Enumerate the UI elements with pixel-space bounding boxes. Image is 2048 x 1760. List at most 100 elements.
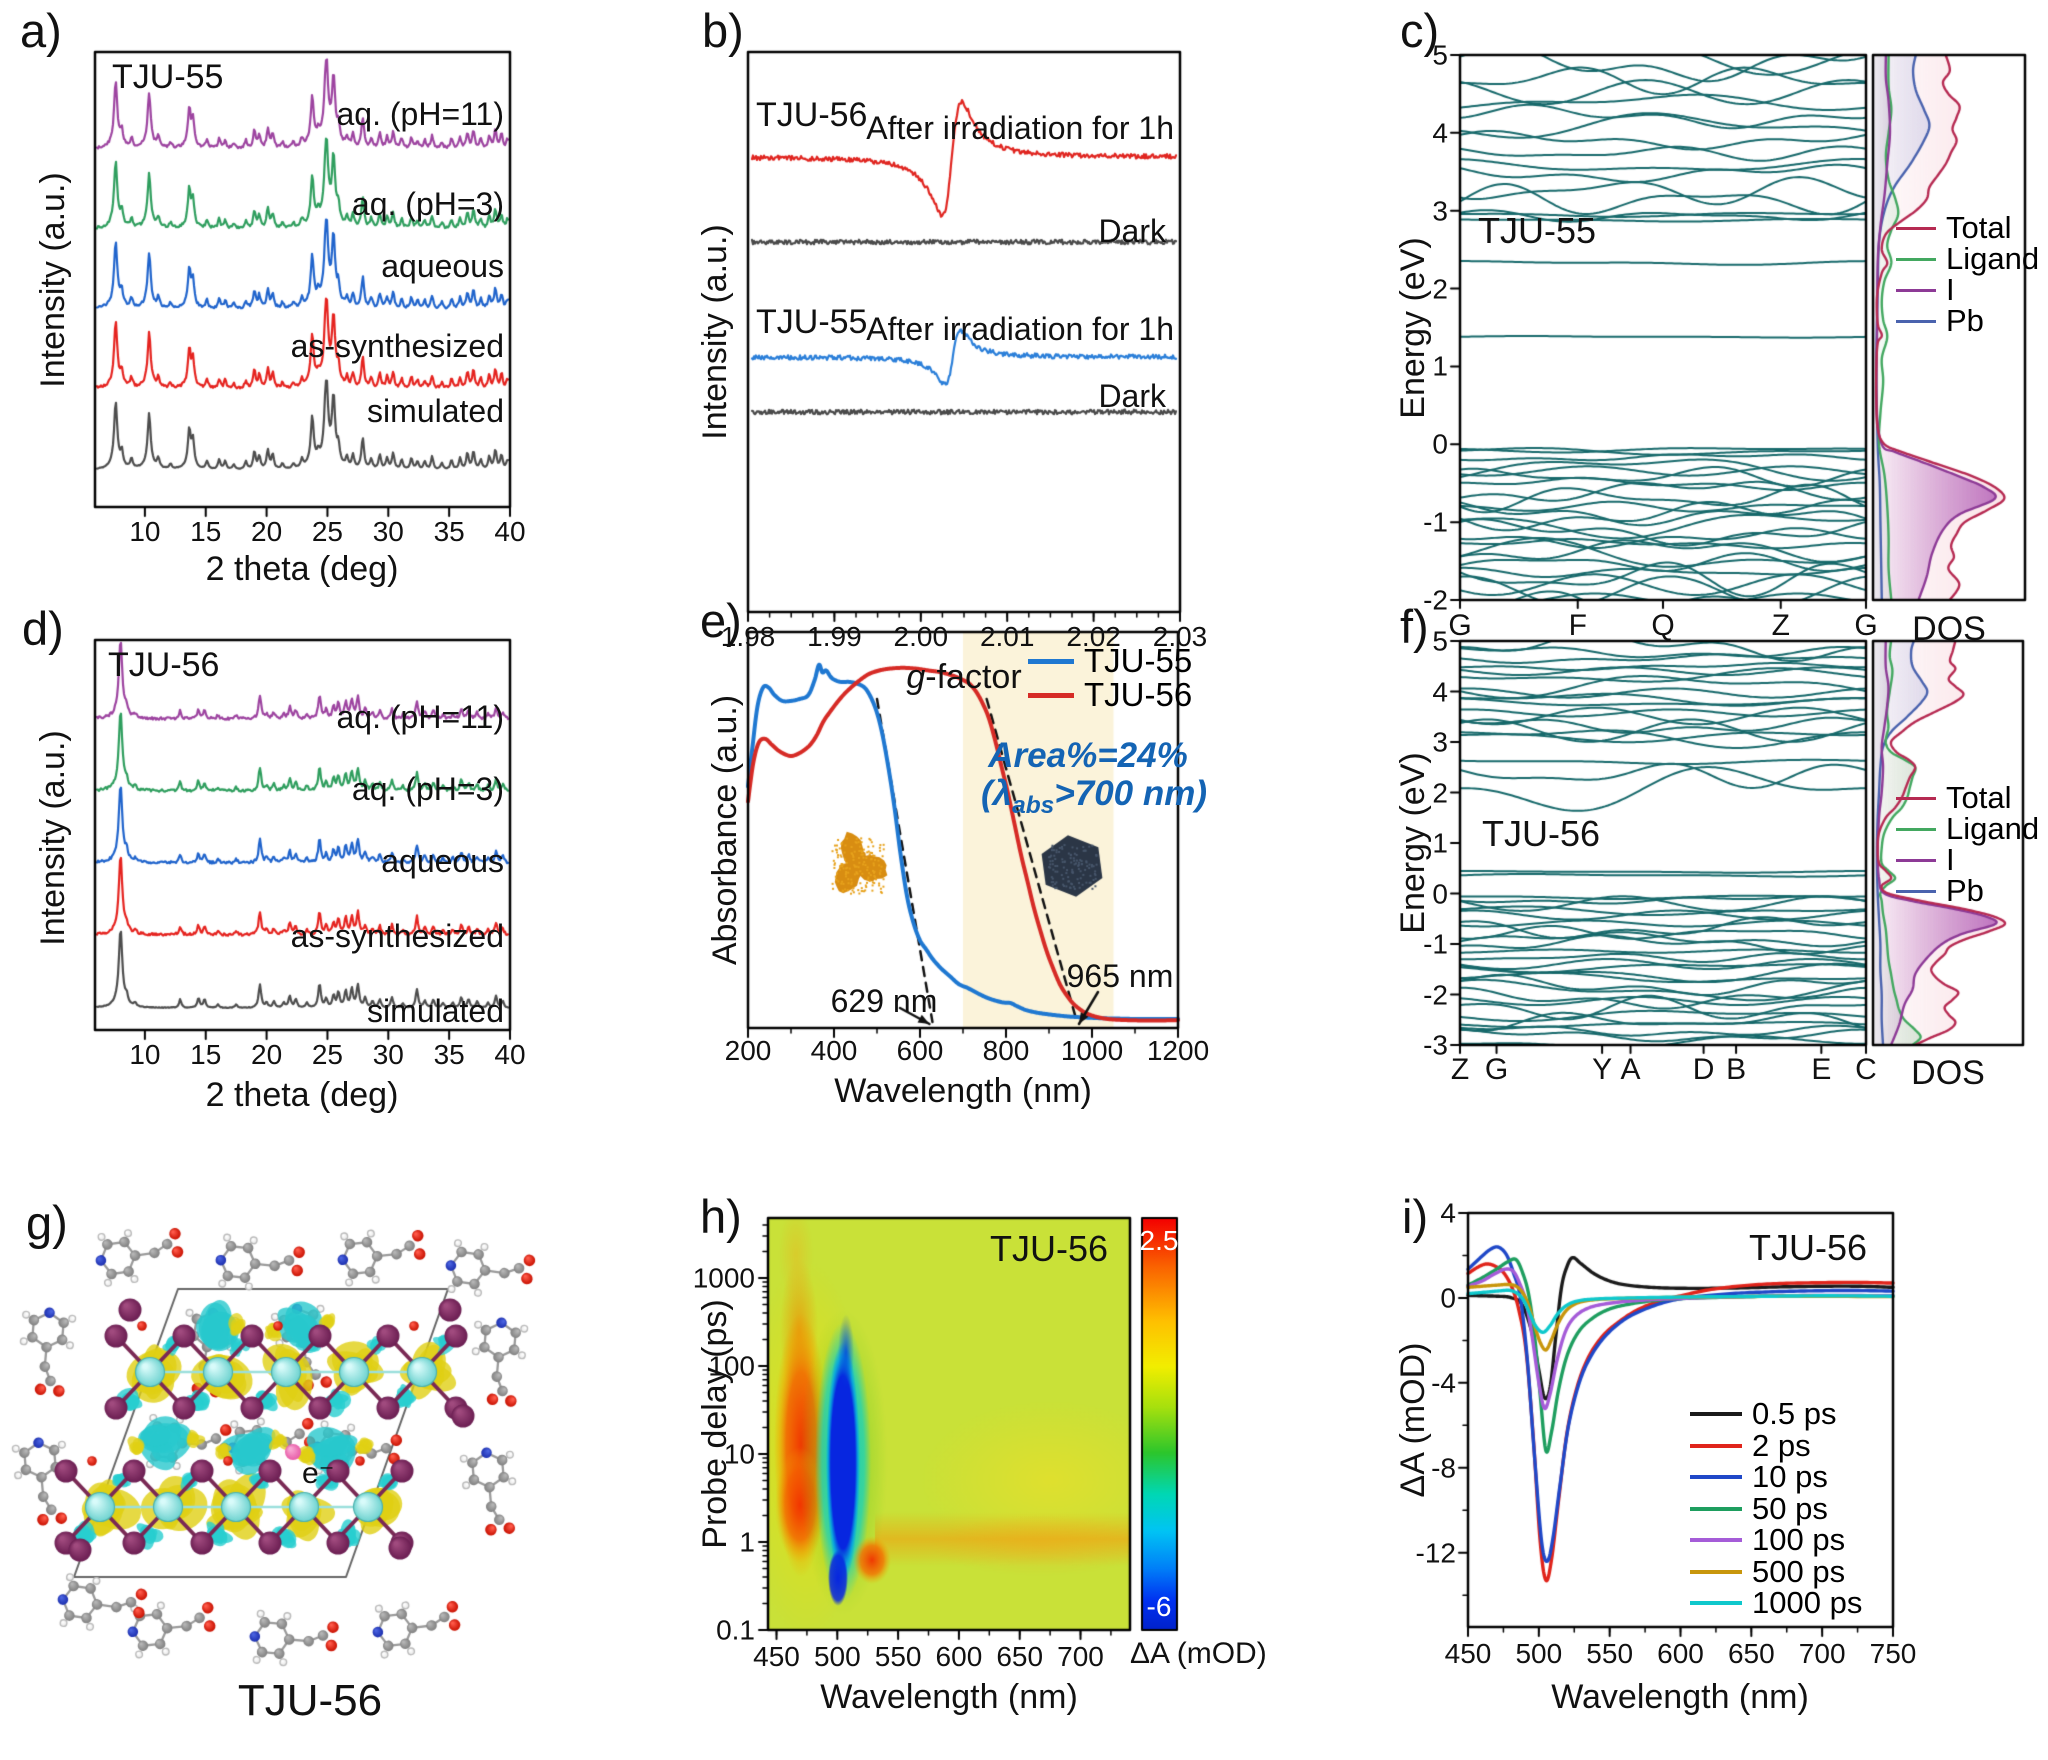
x-tick-b: 1.99 — [807, 621, 862, 652]
y-axis-title-f: Energy (eV) — [1394, 752, 1433, 934]
legend-i-2-label: 10 ps — [1752, 1459, 1828, 1494]
x-axis-title-i: Wavelength (nm) — [1551, 1678, 1809, 1716]
x-tick-d: 30 — [372, 1039, 404, 1070]
y-tick-c: 0 — [1432, 428, 1448, 460]
legend-i-6-swatch — [1690, 1601, 1742, 1605]
sample-label-h: TJU-56 — [989, 1228, 1108, 1269]
x-tick-d: 40 — [494, 1039, 526, 1070]
y-tick-h: 1 — [739, 1526, 755, 1558]
y-tick-f: 5 — [1432, 625, 1448, 657]
dos-legend-f-2: I — [1896, 842, 1955, 878]
y-tick-c: 5 — [1432, 39, 1448, 71]
dos-legend-f-1: Ligand — [1896, 811, 2039, 847]
dos-legend-f-0-swatch — [1896, 796, 1936, 800]
legend-i-5: 500 ps — [1690, 1554, 1845, 1590]
colorbar-axis-label: ΔA (mOD) — [1130, 1637, 1267, 1670]
panel-letter-e: e) — [700, 594, 742, 647]
kpoint-label-f: A — [1620, 1053, 1641, 1086]
dos-legend-c-0: Total — [1896, 210, 2011, 246]
sample-label-b-bottom: TJU-55 — [756, 303, 868, 341]
colorbar-min-label: -6 — [1146, 1591, 1172, 1622]
curve-label-d-ph3: aq. (pH=3) — [351, 771, 504, 807]
curve-label-d-ph11: aq. (pH=11) — [336, 699, 505, 735]
y-axis-title-d: Intensity (a.u.) — [34, 730, 73, 946]
x-tick-a: 10 — [129, 516, 161, 547]
dos-legend-c-2: I — [1896, 272, 1955, 308]
x-tick-h: 450 — [753, 1641, 800, 1672]
annotation-area-percent: Area%=24% — [988, 736, 1188, 775]
dos-legend-c-3-swatch — [1896, 319, 1936, 323]
x-tick-a: 40 — [494, 516, 526, 547]
legend-e-0: TJU-55 — [1028, 642, 1192, 680]
condition-label-b-dark2: Dark — [1098, 378, 1166, 414]
sample-label-i: TJU-56 — [1748, 1227, 1868, 1269]
legend-i-4-label: 100 ps — [1752, 1522, 1846, 1557]
x-tick-i: 450 — [1444, 1638, 1492, 1669]
y-tick-f: -1 — [1423, 928, 1448, 960]
x-tick-d: 15 — [190, 1039, 222, 1070]
legend-i-5-swatch — [1690, 1569, 1742, 1574]
x-axis-title-d: 2 theta (deg) — [205, 1076, 399, 1114]
sample-label-b-top: TJU-56 — [756, 96, 868, 134]
x-tick-e: 200 — [724, 1035, 772, 1066]
panel-letter-g: g) — [26, 1196, 68, 1249]
y-tick-h: 0.1 — [716, 1614, 755, 1646]
x-tick-d: 35 — [433, 1039, 465, 1070]
x-axis-title-a: 2 theta (deg) — [205, 550, 399, 588]
kpoint-label-f: G — [1484, 1053, 1509, 1086]
legend-i-0-label: 0.5 ps — [1752, 1396, 1837, 1431]
x-tick-b: 2.03 — [1152, 621, 1208, 652]
y-axis-title-e: Absorbance (a.u.) — [706, 694, 745, 966]
dos-axis-label-f: DOS — [1911, 1054, 1985, 1092]
kpoint-label-f: E — [1811, 1053, 1832, 1086]
legend-e-0-swatch — [1028, 658, 1074, 664]
sample-label-d: TJU-56 — [108, 646, 220, 684]
x-tick-b: 2.00 — [893, 621, 949, 652]
dos-legend-c-1: Ligand — [1896, 241, 2039, 277]
dos-legend-c-2-swatch — [1896, 288, 1936, 292]
y-axis-title-a: Intensity (a.u.) — [34, 172, 73, 388]
x-tick-h: 600 — [935, 1641, 983, 1672]
legend-i-0: 0.5 ps — [1690, 1396, 1836, 1432]
dos-legend-c-0-label: Total — [1946, 210, 2012, 245]
sample-label-a: TJU-55 — [112, 58, 224, 96]
x-tick-i: 650 — [1727, 1638, 1775, 1669]
dos-legend-c-1-label: Ligand — [1946, 241, 2040, 276]
y-tick-i: 0 — [1440, 1282, 1456, 1314]
y-tick-c: -2 — [1423, 584, 1448, 616]
panel-letter-f: f) — [1400, 600, 1429, 653]
y-axis-title-b: Intensity (a.u.) — [696, 224, 735, 440]
legend-i-1-swatch — [1690, 1443, 1742, 1448]
legend-e-1-swatch — [1028, 692, 1074, 698]
sample-label-f: TJU-56 — [1482, 813, 1601, 854]
x-tick-h: 500 — [813, 1641, 861, 1672]
y-axis-title-h: Probe delay (ps) — [696, 1299, 735, 1549]
y-tick-f: -3 — [1423, 1029, 1448, 1061]
curve-label-a-assyn: as-synthesized — [290, 328, 504, 364]
y-tick-h: 10 — [723, 1438, 755, 1470]
y-tick-f: 3 — [1432, 726, 1448, 758]
dos-legend-f-2-label: I — [1946, 842, 1955, 877]
legend-e-0-label: TJU-55 — [1084, 642, 1193, 679]
condition-label-b-irr1: After irradiation for 1h — [866, 110, 1174, 146]
condition-label-b-dark1: Dark — [1098, 213, 1166, 249]
dos-legend-f-0: Total — [1896, 780, 2011, 816]
x-tick-h: 700 — [1057, 1641, 1104, 1672]
x-tick-a: 25 — [311, 516, 344, 547]
y-tick-i: -12 — [1415, 1536, 1456, 1568]
x-tick-i: 500 — [1515, 1638, 1563, 1669]
kpoint-label-f: B — [1726, 1053, 1747, 1086]
y-tick-h: 1000 — [692, 1262, 755, 1294]
x-tick-e: 600 — [896, 1035, 944, 1066]
y-axis-title-i: ΔA (mOD) — [1394, 1342, 1433, 1498]
kpoint-label-c: G — [1854, 609, 1878, 642]
x-tick-h: 650 — [996, 1641, 1044, 1672]
y-tick-i: -4 — [1431, 1367, 1456, 1399]
legend-i-2: 10 ps — [1690, 1459, 1828, 1495]
curve-label-a-aq: aqueous — [381, 248, 504, 284]
x-tick-a: 15 — [190, 516, 222, 547]
panel-letter-i: i) — [1402, 1190, 1429, 1243]
legend-i-4-swatch — [1690, 1538, 1742, 1542]
